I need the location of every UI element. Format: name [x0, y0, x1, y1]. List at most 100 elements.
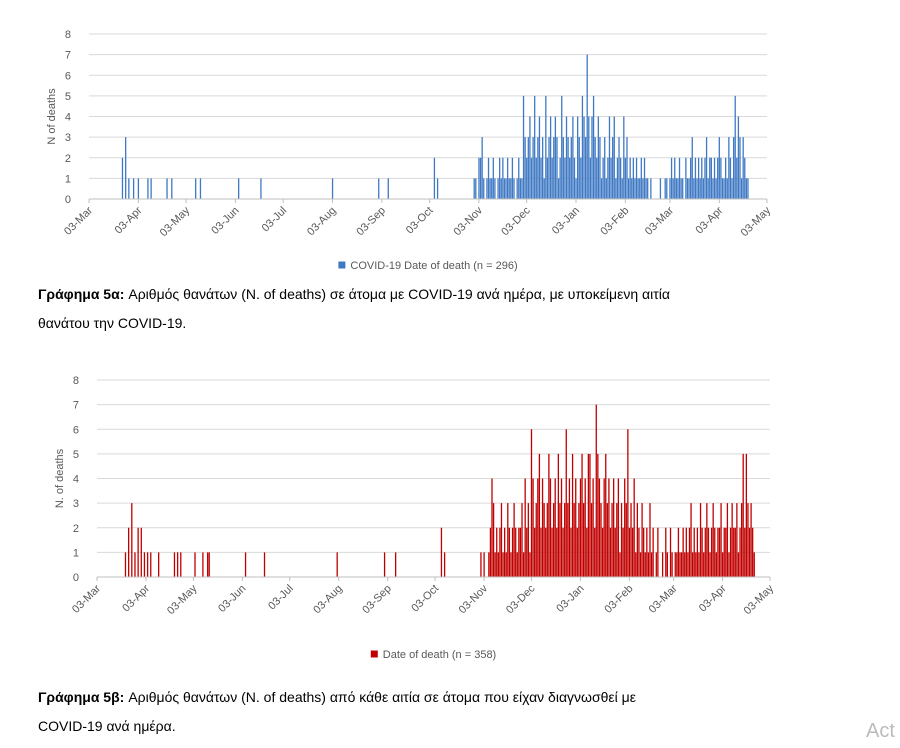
bar — [570, 137, 572, 199]
bar — [137, 527, 139, 577]
bar — [584, 137, 587, 199]
bar — [682, 178, 684, 199]
bar — [703, 552, 705, 577]
bar — [607, 157, 609, 199]
bar — [704, 527, 706, 577]
bar — [199, 178, 202, 199]
y-tick-label: 3 — [65, 132, 71, 144]
bar — [670, 157, 673, 199]
bar — [701, 527, 703, 577]
bar — [548, 137, 550, 199]
bar — [532, 478, 534, 577]
bar — [733, 527, 735, 577]
bar — [669, 178, 671, 199]
bar — [505, 552, 507, 577]
bar — [564, 157, 566, 199]
bar — [714, 527, 716, 577]
bar — [132, 178, 135, 199]
bar — [674, 552, 676, 577]
bar — [729, 527, 732, 577]
x-tick-label: 03-Sep — [354, 205, 388, 239]
bar — [742, 453, 744, 577]
bar — [740, 503, 743, 577]
caption-label: Γράφημα 5β: — [38, 689, 124, 705]
caption: COVID-19 ανά ημέρα. — [38, 718, 176, 734]
bar — [605, 453, 607, 577]
bar — [638, 527, 640, 577]
caption: Γράφημα 5β: Αριθμός θανάτων (N. of deaths… — [38, 689, 636, 705]
bar — [383, 552, 386, 577]
bar — [543, 178, 545, 199]
bar — [661, 552, 664, 577]
bar — [627, 429, 629, 577]
x-tick-label: 03-Nov — [457, 582, 491, 616]
y-tick-label: 6 — [73, 424, 79, 436]
bar — [742, 137, 744, 199]
bar — [263, 552, 266, 577]
bar — [515, 527, 517, 577]
bar — [587, 453, 590, 577]
bar — [726, 503, 729, 577]
bar — [534, 95, 536, 199]
bar — [685, 157, 687, 199]
bar — [569, 157, 571, 199]
legend-label: COVID-19 Date of death (n = 296) — [350, 260, 517, 272]
bar — [739, 527, 741, 577]
caption-text: COVID-19 ανά ημέρα. — [38, 718, 176, 734]
bar — [336, 552, 338, 577]
bar — [560, 478, 563, 577]
bar — [706, 503, 708, 577]
x-tick-label: 03-Mar — [62, 204, 95, 237]
bar — [572, 116, 574, 199]
bar — [679, 552, 681, 577]
bar — [739, 137, 741, 199]
bar — [747, 503, 749, 577]
bar — [619, 157, 622, 199]
bar — [578, 503, 580, 577]
bar — [530, 429, 533, 577]
bar — [551, 157, 553, 199]
bar — [127, 527, 130, 577]
bar — [567, 503, 569, 577]
bar — [562, 137, 564, 199]
bar — [166, 178, 168, 199]
bar — [494, 178, 496, 199]
bar — [721, 178, 724, 199]
bar — [731, 178, 733, 199]
bar — [655, 552, 657, 577]
x-tick-label: 03-Nov — [451, 204, 485, 238]
bar — [483, 178, 485, 199]
bar — [592, 478, 594, 577]
x-tick-label: 03-Jan — [550, 205, 582, 237]
bar — [506, 157, 509, 199]
bar — [604, 137, 606, 199]
x-tick-label: 03-Dec — [504, 582, 538, 616]
bar — [158, 552, 160, 577]
bar — [510, 178, 512, 199]
bar — [541, 478, 544, 577]
y-tick-label: 8 — [65, 29, 71, 41]
bar — [632, 157, 635, 199]
bar — [538, 116, 541, 199]
bar — [596, 157, 598, 199]
bar — [124, 552, 127, 577]
bar — [510, 552, 512, 577]
bar — [394, 552, 397, 577]
caption-label: Γράφημα 5α: — [38, 286, 124, 302]
bar — [486, 178, 488, 199]
bar — [575, 178, 577, 199]
caption: Γράφημα 5α: Αριθμός θανάτων (N. of deaths… — [38, 286, 670, 302]
x-tick-label: 03-Mar — [70, 582, 103, 615]
bar — [699, 503, 702, 577]
bar — [529, 552, 531, 577]
bar — [556, 527, 558, 577]
bar — [624, 478, 626, 577]
bar — [540, 157, 542, 199]
bar — [705, 137, 708, 199]
bar — [633, 478, 635, 577]
bar — [480, 552, 482, 577]
bar — [710, 527, 713, 577]
bar — [650, 552, 653, 577]
bar — [202, 552, 204, 577]
